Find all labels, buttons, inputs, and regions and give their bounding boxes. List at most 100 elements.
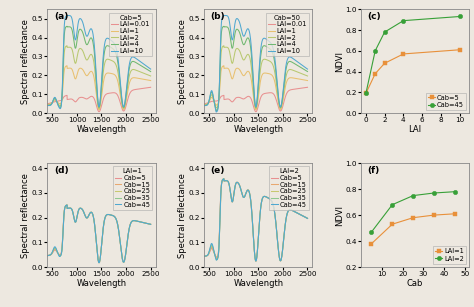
LAI=2 — [105, 57, 110, 61]
Cab=5 — [201, 255, 207, 258]
LAI=1 — [123, 100, 129, 103]
Text: (c): (c) — [367, 12, 381, 21]
LAI=2 — [390, 203, 395, 207]
LAI=2 — [148, 74, 154, 78]
Cab=5 — [253, 259, 259, 263]
Cab=5 — [148, 223, 154, 226]
Cab=25 — [108, 213, 113, 217]
X-axis label: LAI: LAI — [409, 125, 422, 134]
LAI=1 — [201, 103, 207, 106]
Cab=5 — [51, 249, 56, 253]
Cab=45 — [201, 255, 207, 258]
LAI=0.01 — [45, 102, 50, 106]
LAI=2 — [291, 68, 296, 72]
Line: LAI=1: LAI=1 — [204, 66, 308, 110]
Text: (b): (b) — [211, 12, 225, 21]
X-axis label: Wavelength: Wavelength — [233, 125, 283, 134]
Cab=15 — [264, 196, 270, 199]
Cab=45 — [96, 261, 102, 265]
Line: Cab=45: Cab=45 — [364, 14, 462, 96]
LAI=2 — [96, 107, 102, 111]
LAI=2 — [221, 44, 227, 48]
LAI=4 — [208, 92, 213, 96]
Legend: LAI=1, LAI=2: LAI=1, LAI=2 — [433, 247, 466, 264]
LAI=0.01 — [51, 100, 56, 104]
Cab=25 — [291, 209, 296, 213]
Cab=25 — [110, 214, 116, 218]
Cab=5 — [363, 91, 369, 95]
Cab=45 — [262, 195, 267, 198]
LAI=0.01 — [267, 91, 273, 95]
LAI=1 — [264, 72, 270, 75]
Cab=5 — [267, 197, 273, 201]
LAI=4 — [57, 106, 63, 109]
LAI=10 — [105, 37, 110, 40]
Line: LAI=1: LAI=1 — [47, 66, 151, 110]
LAI=1 — [108, 72, 113, 75]
Y-axis label: Spectral reflectance: Spectral reflectance — [178, 19, 187, 104]
Cab=35 — [262, 195, 267, 198]
Cab=15 — [108, 213, 113, 217]
LAI=2 — [45, 103, 50, 107]
LAI=1 — [96, 108, 102, 112]
Cab=15 — [201, 255, 207, 258]
Cab=35 — [123, 250, 129, 254]
Line: Cab=35: Cab=35 — [47, 205, 151, 263]
Cab=15 — [267, 197, 273, 201]
LAI=4 — [213, 109, 219, 112]
Cab=25 — [123, 250, 129, 254]
Legend: Cab=5, Cab=15, Cab=25, Cab=35, Cab=45: Cab=5, Cab=15, Cab=25, Cab=35, Cab=45 — [112, 166, 152, 210]
X-axis label: Wavelength: Wavelength — [76, 125, 127, 134]
LAI=2 — [110, 60, 116, 63]
LAI=4 — [305, 70, 310, 73]
Cab=45 — [267, 197, 273, 201]
Cab=35 — [280, 246, 286, 250]
Y-axis label: NDVI: NDVI — [335, 204, 344, 226]
LAI=0.01 — [201, 102, 207, 106]
Line: Cab=5: Cab=5 — [47, 205, 151, 263]
LAI=4 — [201, 103, 207, 107]
Cab=15 — [148, 223, 154, 226]
LAI=10 — [305, 67, 310, 71]
Cab=35 — [45, 254, 50, 258]
Cab=35 — [96, 261, 102, 265]
LAI=4 — [108, 45, 113, 49]
Cab=5 — [134, 219, 139, 223]
Cab=15 — [280, 246, 286, 250]
Cab=35 — [148, 223, 154, 226]
Cab=35 — [64, 203, 70, 207]
Y-axis label: Spectral reflectance: Spectral reflectance — [21, 19, 30, 104]
LAI=2 — [305, 74, 310, 78]
LAI=1 — [110, 72, 116, 76]
LAI=1 — [105, 71, 110, 75]
LAI=4 — [45, 103, 50, 107]
LAI=1 — [64, 64, 70, 68]
Cab=25 — [267, 197, 273, 201]
Cab=15 — [134, 219, 139, 223]
Cab=35 — [108, 213, 113, 217]
Cab=15 — [221, 177, 227, 181]
LAI=10 — [262, 37, 267, 40]
LAI=2 — [431, 191, 437, 195]
LAI=2 — [51, 98, 56, 102]
Cab=35 — [105, 213, 110, 216]
Line: Cab=25: Cab=25 — [204, 179, 308, 261]
Cab=35 — [264, 196, 270, 199]
Cab=35 — [201, 255, 207, 258]
Cab=45 — [208, 244, 213, 247]
LAI=2 — [134, 68, 139, 72]
Text: (e): (e) — [211, 166, 225, 175]
LAI=10 — [51, 97, 56, 101]
Cab=45 — [280, 246, 286, 250]
LAI=10 — [110, 41, 116, 44]
Cab=25 — [51, 248, 56, 251]
Cab=25 — [64, 203, 70, 207]
Cab=5 — [96, 261, 102, 265]
Cab=25 — [208, 246, 213, 250]
LAI=2 — [410, 194, 416, 197]
Cab=35 — [134, 219, 139, 223]
Cab=5 — [280, 246, 286, 250]
LAI=10 — [201, 104, 207, 107]
LAI=10 — [280, 92, 286, 95]
LAI=4 — [105, 44, 110, 48]
